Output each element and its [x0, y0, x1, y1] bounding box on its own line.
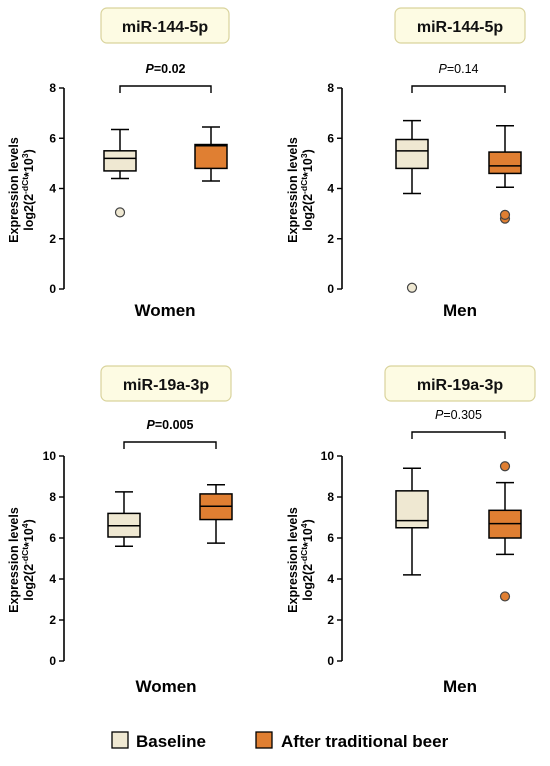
box-iqr — [488, 151, 522, 175]
y-tick-label: 6 — [49, 531, 56, 545]
p-value-text: =0.14 — [447, 62, 479, 76]
y-axis-label: Expression levels log2(2-dCt*104) — [286, 507, 315, 613]
y-tick-label: 2 — [49, 232, 56, 246]
chart-title: miR-144-5p — [417, 19, 503, 36]
y-tick-label: 2 — [327, 232, 334, 246]
p-value-text: =0.305 — [443, 408, 482, 422]
x-axis-label: Men — [443, 677, 477, 696]
chart-title-box — [100, 365, 232, 402]
box-iqr — [194, 143, 228, 170]
y-tick-label: 0 — [49, 282, 56, 296]
box-after-traditional-beer — [194, 126, 228, 182]
outlier-point — [499, 209, 511, 220]
y-axis-label-line1: Expression levels — [286, 507, 300, 613]
box-iqr — [395, 138, 429, 170]
box-baseline — [395, 119, 429, 293]
box-iqr — [395, 490, 429, 529]
legend-swatch-after-traditional-beer — [255, 731, 273, 749]
x-axis-label: Men — [443, 301, 477, 320]
y-tick-label: 4 — [327, 572, 334, 586]
p-value-bracket — [119, 85, 212, 93]
p-value-prefix: P — [435, 408, 444, 422]
box-baseline — [107, 491, 141, 547]
legend-swatch-baseline — [111, 731, 129, 749]
p-value-text: =0.02 — [154, 62, 186, 76]
p-value-label: P=0.02 — [146, 62, 186, 76]
outlier-point — [499, 461, 511, 472]
y-axis-label-line1: Expression levels — [7, 137, 21, 243]
y-axis-label-line1: Expression levels — [7, 507, 21, 613]
chart-title: miR-144-5p — [122, 19, 208, 36]
box-iqr — [103, 150, 137, 172]
p-value-bracket — [411, 431, 506, 439]
y-tick-label: 0 — [327, 654, 334, 668]
box-baseline — [395, 467, 429, 576]
y-tick-label: 8 — [49, 490, 56, 504]
legend-label: Baseline — [136, 732, 206, 751]
chart-title: miR-19a-3p — [123, 377, 209, 394]
y-tick-label: 4 — [327, 182, 334, 196]
box-after-traditional-beer — [488, 124, 522, 224]
p-value-prefix: P — [146, 62, 155, 76]
y-tick-label: 4 — [49, 572, 56, 586]
y-axis-label-line2: log2(2-dCt*103) — [20, 149, 36, 231]
chart-panel-1: miR-144-5p 0 2 4 6 8 Expression levels log2(2-d… — [7, 7, 230, 320]
y-axis-label-line2: log2(2-dCt*104) — [299, 519, 315, 601]
y-axis-label-line1: Expression levels — [286, 137, 300, 243]
y-tick-label: 2 — [49, 613, 56, 627]
y-axis-label-line2: log2(2-dCt*103) — [299, 149, 315, 231]
p-value-label: P=0.005 — [147, 418, 194, 432]
legend-label: After traditional beer — [281, 732, 449, 751]
y-axis-label: Expression levels log2(2-dCt*103) — [286, 137, 315, 243]
y-tick-label: 8 — [327, 490, 334, 504]
p-value-label: P=0.14 — [439, 62, 479, 76]
box-after-traditional-beer — [488, 461, 522, 602]
chart-title-box — [394, 7, 526, 44]
outlier-point — [499, 591, 511, 602]
y-tick-label: 2 — [327, 613, 334, 627]
outlier-point — [406, 282, 418, 293]
y-tick-label: 6 — [327, 531, 334, 545]
outlier-point — [114, 207, 126, 218]
x-axis-label: Women — [135, 677, 196, 696]
p-value-prefix: P — [147, 418, 156, 432]
chart-title-box — [100, 7, 230, 44]
y-tick-label: 8 — [327, 81, 334, 95]
p-value-bracket — [123, 441, 217, 449]
y-tick-label: 0 — [49, 654, 56, 668]
chart-title-box — [384, 365, 536, 402]
p-value-bracket — [411, 85, 506, 93]
y-axis-label: Expression levels log2(2-dCt*104) — [7, 507, 36, 613]
y-tick-label: 6 — [49, 131, 56, 145]
y-tick-label: 10 — [321, 449, 335, 463]
y-tick-label: 6 — [327, 131, 334, 145]
y-tick-label: 10 — [43, 449, 57, 463]
chart-panel-3: miR-19a-3p 0 2 4 6 8 10 Expression levels log2(2… — [7, 365, 233, 696]
x-axis-label: Women — [134, 301, 195, 320]
y-tick-label: 4 — [49, 182, 56, 196]
box-after-traditional-beer — [199, 483, 233, 544]
p-value-text: =0.005 — [155, 418, 194, 432]
p-value-label: P=0.305 — [435, 408, 482, 422]
y-tick-label: 8 — [49, 81, 56, 95]
y-axis-label-line2: log2(2-dCt*104) — [20, 519, 36, 601]
p-value-prefix: P — [439, 62, 448, 76]
y-tick-label: 0 — [327, 282, 334, 296]
chart-panel-4: miR-19a-3p 0 2 4 6 8 10 Expression levels log2(2… — [286, 365, 536, 696]
chart-title: miR-19a-3p — [417, 377, 503, 394]
y-axis-label: Expression levels log2(2-dCt*103) — [7, 137, 36, 243]
chart-panel-2: miR-144-5p 0 2 4 6 8 Expression levels log2(2-d… — [286, 7, 526, 320]
legend: Baseline After traditional beer — [111, 731, 449, 751]
box-baseline — [103, 128, 137, 218]
